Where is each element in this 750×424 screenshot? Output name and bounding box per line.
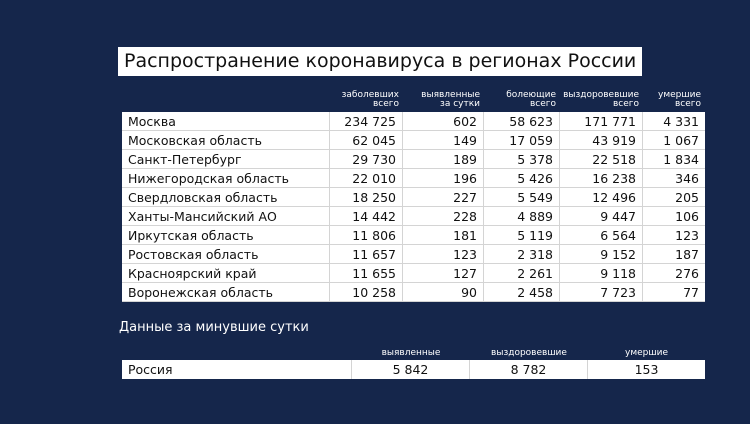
column-header: выздоровевшие (563, 90, 639, 100)
value-cell: 149 (403, 131, 484, 150)
value-cell: 2 318 (484, 245, 560, 264)
value-cell: 171 771 (560, 112, 643, 131)
region-cell: Ростовская область (122, 245, 330, 264)
value-cell: 196 (403, 169, 484, 188)
value-cell: 18 250 (330, 188, 403, 207)
region-cell: Иркутская область (122, 226, 330, 245)
value-cell: 11 657 (330, 245, 403, 264)
value-cell: 228 (403, 207, 484, 226)
value-cell: 2 261 (484, 264, 560, 283)
column-header: выздоровевшие (491, 348, 567, 358)
column-header: за сутки (440, 99, 480, 109)
column-header: всего (612, 99, 639, 109)
value-cell: 58 623 (484, 112, 560, 131)
column-header: выявленные (381, 348, 441, 358)
column-header: выявленные (421, 90, 480, 100)
value-cell: 181 (403, 226, 484, 245)
column-header: болеющие (506, 90, 556, 100)
value-cell: 6 564 (560, 226, 643, 245)
value-cell: 123 (643, 226, 705, 245)
value-cell: 5 842 (352, 360, 470, 379)
value-cell: 127 (403, 264, 484, 283)
section-title: Данные за минувшие сутки (119, 320, 309, 335)
value-cell: 9 118 (560, 264, 643, 283)
value-cell: 4 331 (643, 112, 705, 131)
value-cell: 2 458 (484, 283, 560, 302)
value-cell: 5 426 (484, 169, 560, 188)
value-cell: 17 059 (484, 131, 560, 150)
value-cell: 276 (643, 264, 705, 283)
value-cell: 62 045 (330, 131, 403, 150)
value-cell: 5 119 (484, 226, 560, 245)
value-cell: 22 010 (330, 169, 403, 188)
value-cell: 234 725 (330, 112, 403, 131)
region-cell: Москва (122, 112, 330, 131)
value-cell: 8 782 (470, 360, 588, 379)
column-header: всего (372, 99, 399, 109)
value-cell: 106 (643, 207, 705, 226)
region-cell: Россия (122, 360, 352, 379)
value-cell: 11 806 (330, 226, 403, 245)
value-cell: 43 919 (560, 131, 643, 150)
region-cell: Воронежская область (122, 283, 330, 302)
column-header: умершие (658, 90, 701, 100)
value-cell: 187 (643, 245, 705, 264)
value-cell: 16 238 (560, 169, 643, 188)
value-cell: 29 730 (330, 150, 403, 169)
column-header: заболевших (341, 90, 399, 100)
title: Распространение коронавируса в регионах … (118, 47, 643, 76)
value-cell: 22 518 (560, 150, 643, 169)
value-cell: 12 496 (560, 188, 643, 207)
region-cell: Московская область (122, 131, 330, 150)
region-cell: Красноярский край (122, 264, 330, 283)
value-cell: 9 152 (560, 245, 643, 264)
value-cell: 11 655 (330, 264, 403, 283)
value-cell: 227 (403, 188, 484, 207)
column-header: всего (674, 99, 701, 109)
value-cell: 5 378 (484, 150, 560, 169)
column-header: всего (529, 99, 556, 109)
value-cell: 1 834 (643, 150, 705, 169)
value-cell: 4 889 (484, 207, 560, 226)
value-cell: 14 442 (330, 207, 403, 226)
value-cell: 189 (403, 150, 484, 169)
value-cell: 10 258 (330, 283, 403, 302)
column-header: умершие (625, 348, 668, 358)
region-cell: Свердловская область (122, 188, 330, 207)
region-cell: Ханты-Мансийский АО (122, 207, 330, 226)
value-cell: 9 447 (560, 207, 643, 226)
value-cell: 205 (643, 188, 705, 207)
value-cell: 5 549 (484, 188, 560, 207)
value-cell: 602 (403, 112, 484, 131)
value-cell: 346 (643, 169, 705, 188)
region-cell: Нижегородская область (122, 169, 330, 188)
value-cell: 90 (403, 283, 484, 302)
region-cell: Санкт-Петербург (122, 150, 330, 169)
value-cell: 1 067 (643, 131, 705, 150)
value-cell: 123 (403, 245, 484, 264)
value-cell: 153 (588, 360, 705, 379)
value-cell: 7 723 (560, 283, 643, 302)
value-cell: 77 (643, 283, 705, 302)
